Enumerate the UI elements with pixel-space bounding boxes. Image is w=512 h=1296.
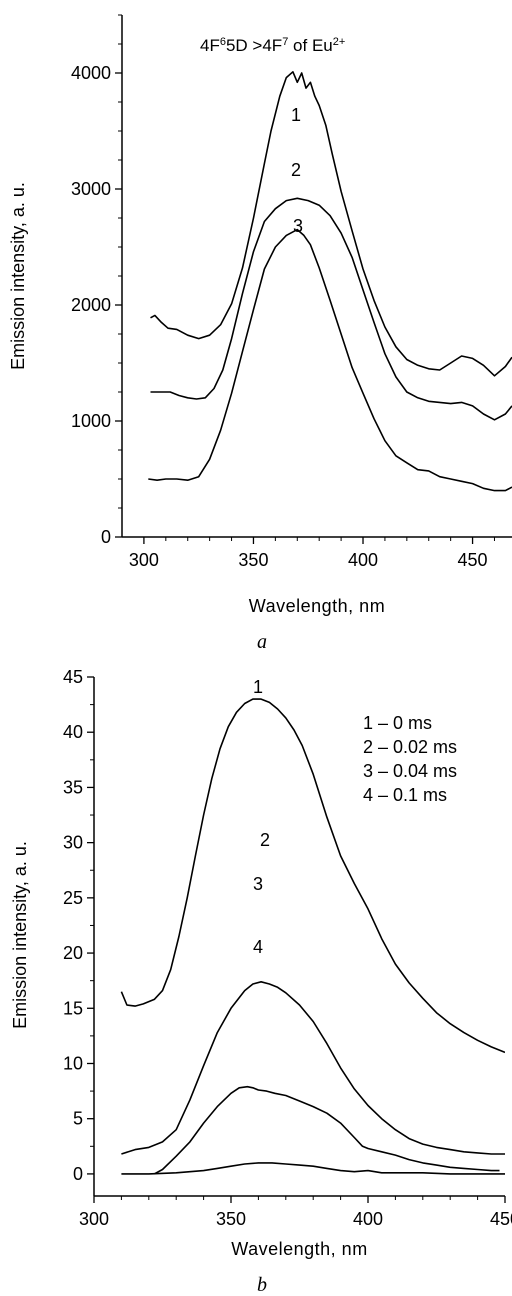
panel-a-y-axis-label: Emission intensity, a. u.: [8, 182, 28, 370]
panel-a-series-2-label: 2: [291, 160, 301, 180]
panel-b-y-tick-label: 40: [63, 722, 83, 742]
panel-a-title: 4F65D >4F7 of Eu2+: [200, 36, 345, 55]
panel-b-y-tick-label: 30: [63, 833, 83, 853]
panel-b-y-axis-label: Emission intensity, a. u.: [10, 841, 30, 1029]
panel-b-series-1-label: 1: [253, 677, 263, 697]
panel-a-letter: a: [257, 631, 267, 653]
panel-b-legend-entry: 1 – 0 ms: [363, 713, 432, 733]
panel-a-y-tick-label: 2000: [71, 295, 111, 315]
panel-a-series-1-label: 1: [291, 105, 301, 125]
panel-b-x-tick-label: 400: [353, 1209, 383, 1229]
panel-a-x-tick-label: 450: [458, 550, 488, 570]
panel-b-x-tick-label: 450: [490, 1209, 512, 1229]
panel-b-y-tick-label: 5: [73, 1109, 83, 1129]
panel-a-y-tick-label: 4000: [71, 63, 111, 83]
panel-b-series-2-line: [121, 981, 505, 1155]
panel-b-x-tick-label: 300: [79, 1209, 109, 1229]
panel-b-series-2-label: 2: [260, 830, 270, 850]
panel-b-series-3-label: 3: [253, 874, 263, 894]
panel-b-letter: b: [257, 1274, 267, 1296]
panel-b-series-4-label: 4: [253, 937, 263, 957]
panel-b-x-axis-label: Wavelength, nm: [231, 1239, 367, 1259]
panel-a-x-axis-label: Wavelength, nm: [249, 596, 385, 616]
panel-a-y-tick-label: 0: [101, 527, 111, 547]
panel-a-x-tick-label: 350: [238, 550, 268, 570]
panel-b-y-tick-label: 45: [63, 667, 83, 687]
panel-a-series-2-line: [150, 197, 512, 421]
panel-b-x-tick-label: 350: [216, 1209, 246, 1229]
panel-b-series-3-line: [153, 1085, 500, 1175]
panel-b-y-tick-label: 20: [63, 943, 83, 963]
panel-b-y-tick-label: 0: [73, 1164, 83, 1184]
panel-a-y-tick-label: 3000: [71, 179, 111, 199]
panel-a-x-tick-label: 300: [129, 550, 159, 570]
panel-b-y-tick-label: 15: [63, 998, 83, 1018]
panel-b-series-1-line: [120, 698, 505, 1054]
panel-b-legend-entry: 2 – 0.02 ms: [363, 737, 457, 757]
panel-b-y-tick-label: 10: [63, 1053, 83, 1073]
panel-a-chart: 0 1000 2000 3000 4000 300 350 400 450 Wavelength,…: [8, 14, 512, 653]
panel-a-series-3-label: 3: [293, 216, 303, 236]
panel-b-chart: 0 5 10 15 20 25 30 35 40 45 300 350 400 450 Wavelength…: [10, 667, 512, 1296]
panel-b-legend-entry: 4 – 0.1 ms: [363, 785, 447, 805]
panel-b-legend-entry: 3 – 0.04 ms: [363, 761, 457, 781]
panel-b-y-tick-label: 35: [63, 777, 83, 797]
panel-b-series-4-line: [121, 1162, 505, 1175]
panel-a-x-tick-label: 400: [348, 550, 378, 570]
panel-a-y-tick-label: 1000: [71, 411, 111, 431]
panel-a-series-1-line: [150, 71, 512, 377]
panel-a-series-3-line: [148, 228, 512, 492]
panel-b-y-tick-label: 25: [63, 888, 83, 908]
